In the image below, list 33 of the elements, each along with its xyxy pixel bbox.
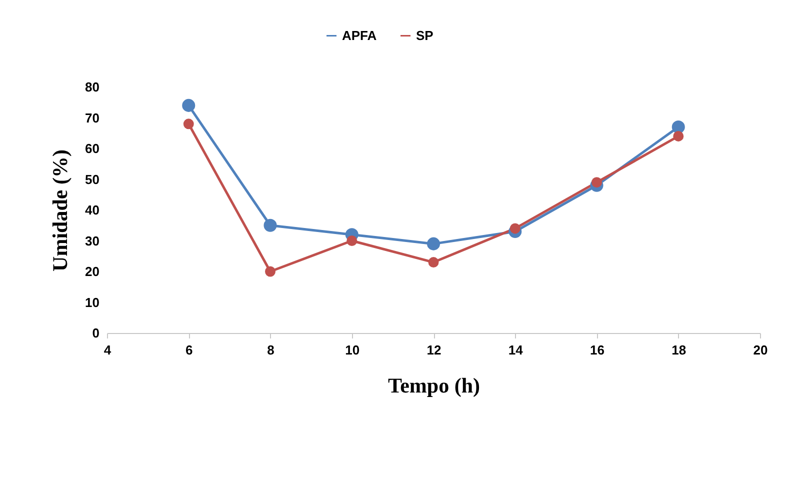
x-axis-title: Tempo (h) [388, 374, 480, 398]
x-tick-label: 14 [508, 342, 524, 358]
x-tick-label: 12 [426, 342, 442, 358]
point [592, 177, 602, 188]
point [672, 120, 685, 134]
y-tick-label: 40 [85, 202, 100, 218]
x-tick-label: 16 [590, 342, 604, 358]
legend-label: SP [416, 28, 434, 43]
point [428, 257, 439, 268]
y-axis-title: Umidade (%) [48, 150, 72, 272]
x-tick-label: 8 [267, 342, 274, 358]
y-tick-label: 50 [85, 172, 100, 187]
y-tick-label: 80 [85, 80, 100, 94]
legend-label: APFA [342, 28, 378, 43]
point [183, 118, 194, 130]
y-tick-label: 0 [92, 326, 100, 340]
point [673, 130, 684, 142]
point [182, 98, 196, 112]
x-tick-label: 10 [345, 342, 360, 358]
point [264, 218, 277, 232]
y-tick-label: 30 [85, 233, 100, 248]
y-tick-label: 10 [85, 294, 100, 310]
x-tick-label: 18 [672, 342, 686, 358]
point [265, 266, 276, 277]
y-tick-label: 70 [85, 110, 100, 126]
x-tick-label: 4 [104, 342, 112, 358]
point [426, 237, 440, 250]
y-tick-label: 60 [85, 141, 100, 156]
point [510, 223, 520, 234]
point [346, 236, 358, 246]
y-tick-label: 20 [85, 264, 100, 279]
x-tick-label: 6 [186, 342, 193, 358]
x-tick-label: 20 [753, 342, 768, 358]
